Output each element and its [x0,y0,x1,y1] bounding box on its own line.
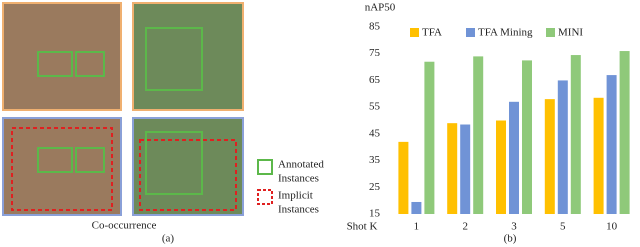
y-tick-label: 65 [369,74,381,86]
bar [606,75,617,214]
x-tick-label: 3 [511,221,517,233]
photo [132,117,244,216]
legend-label: Implicit [278,190,313,202]
annotated-box [145,131,203,195]
y-tick-label: 25 [369,181,381,193]
legend-swatch [257,189,273,205]
bar [522,60,532,215]
x-axis-label: Shot K [347,221,378,233]
legend-label: Annotated [278,159,324,171]
legend-swatch [410,28,419,37]
legend-swatch [466,28,475,37]
legend-label: Instances [278,173,319,185]
annotated-box [75,51,105,77]
y-tick-label: 85 [369,21,381,33]
annotated-box [145,27,203,91]
legend-label: Instances [278,204,319,216]
y-axis-label: nAP50 [365,2,396,14]
bar [544,99,555,214]
bar [557,80,568,214]
bar [496,120,506,214]
y-tick-label: 55 [369,101,381,113]
photo [132,2,244,111]
bar [447,123,458,214]
panel-label: (b) [504,233,517,245]
annotated-box [75,147,105,173]
bar [509,101,519,214]
y-tick-label: 75 [369,47,381,59]
y-tick-label: 15 [369,208,381,220]
legend-label: TFA Mining [478,27,533,39]
y-tick-label: 45 [369,127,381,139]
bar [473,56,484,215]
image-panels: Annotated Instances Implicit Instances C… [2,2,324,245]
bar [570,55,581,214]
legend-swatch [257,159,273,175]
bar [593,97,604,214]
bar [411,201,422,214]
photo [2,2,122,111]
panel-label: (a) [162,233,175,245]
x-tick-label: 2 [462,221,468,233]
x-tick-label: 5 [560,221,566,233]
bar [619,51,630,214]
implicit-box [139,139,237,211]
x-tick-label: 10 [606,221,618,233]
legend-swatch [546,28,555,37]
bar [460,124,471,214]
bar [398,141,409,214]
annotated-box [37,147,73,173]
y-tick-label: 35 [369,154,381,166]
bar [424,61,435,214]
caption: Co-occurrence [92,220,157,232]
x-tick-label: 1 [414,221,420,233]
implicit-box [11,127,113,211]
legend-label: TFA [422,27,442,39]
annotated-box [37,51,73,77]
photo [2,117,122,216]
legend-label: MINI [558,27,583,39]
